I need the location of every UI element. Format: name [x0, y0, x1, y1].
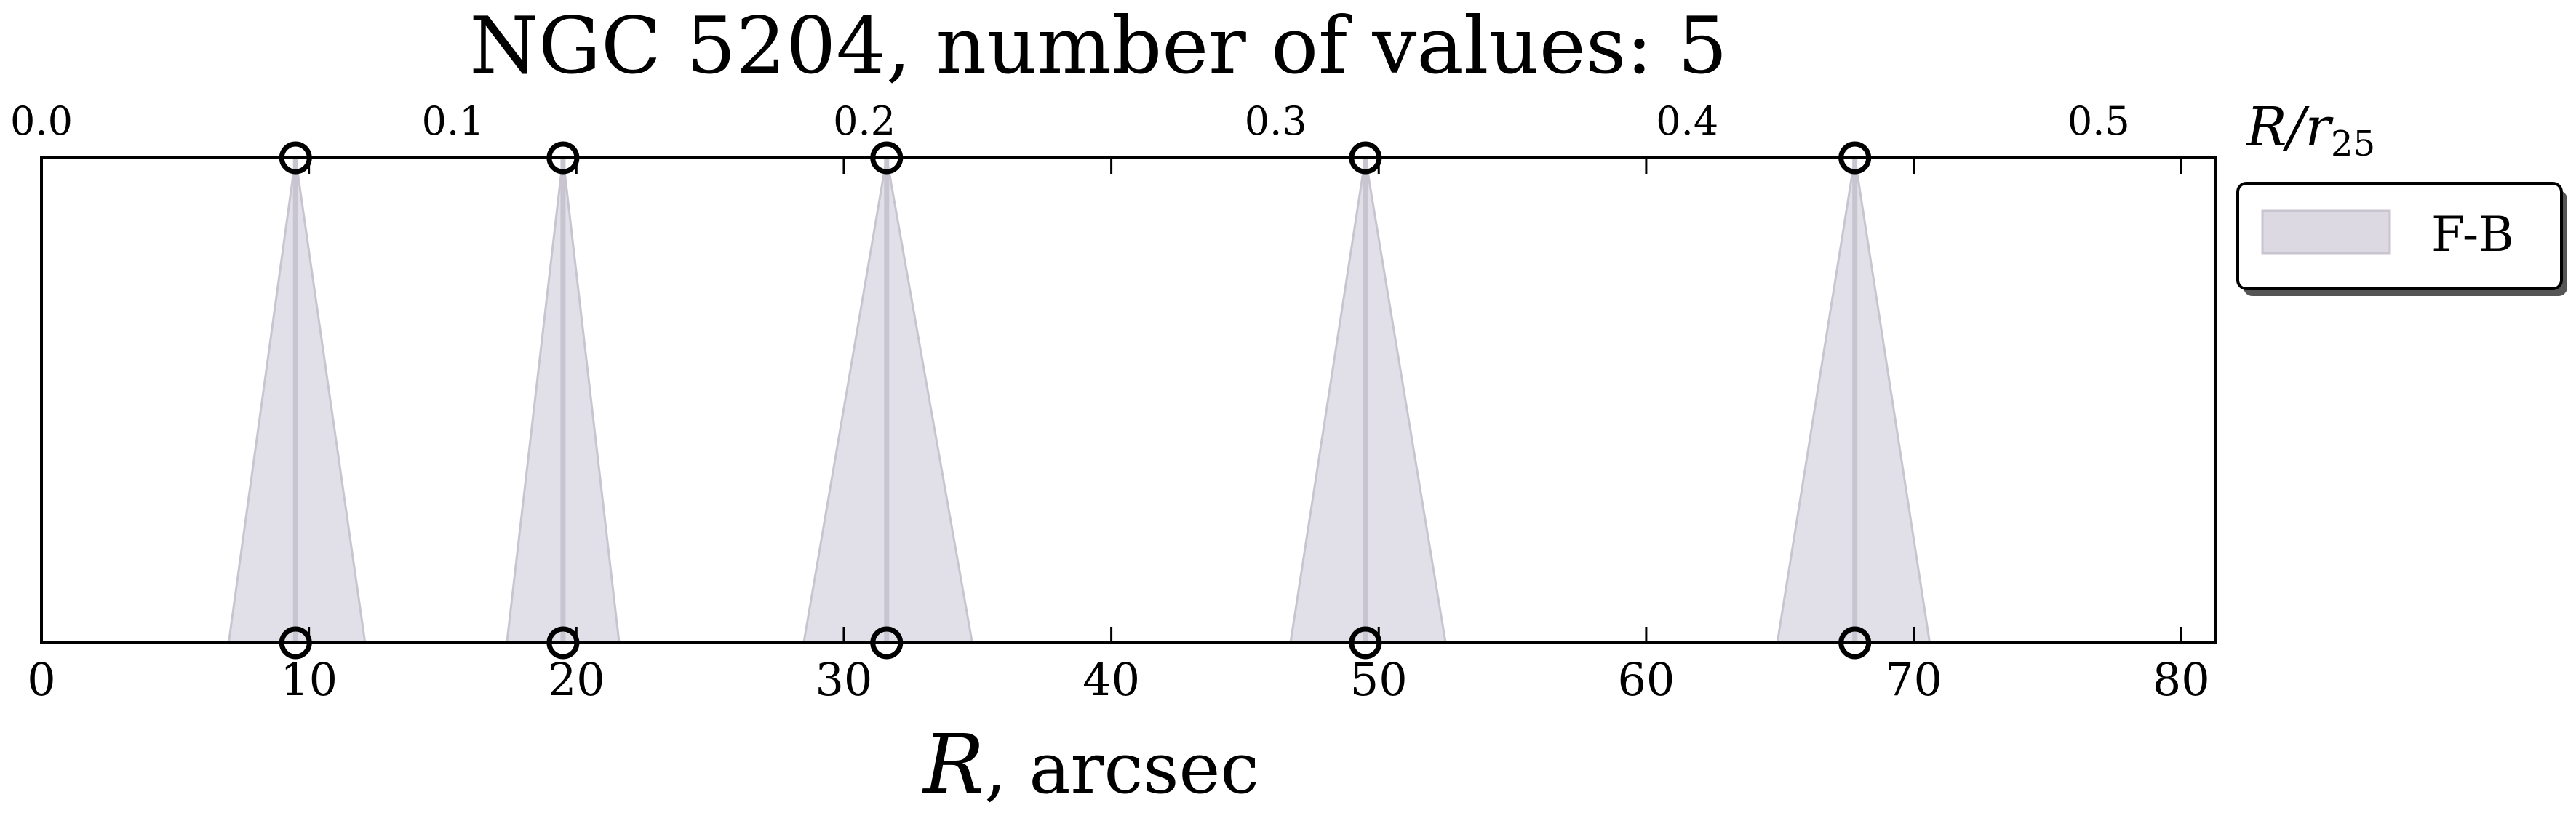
legend: F-B — [2236, 182, 2567, 296]
data-point-4-top — [1349, 141, 1382, 175]
x-tick-label-50: 50 — [1350, 653, 1408, 706]
top-tick-label-1: 0.1 — [422, 98, 485, 144]
top-tick-label-4: 0.4 — [1656, 98, 1718, 144]
x-tick-label-30: 30 — [815, 653, 872, 706]
legend-box — [2236, 182, 2563, 290]
data-point-1-bottom — [279, 626, 312, 660]
plot-frame — [40, 156, 2217, 644]
chart-title: NGC 5204, number of values: 5 — [469, 1, 1727, 92]
x-tick-label-80: 80 — [2153, 653, 2210, 706]
x-tick-label-70: 70 — [1885, 653, 1942, 706]
top-axis-label: R/r25 — [2245, 96, 2375, 164]
bands-layer — [227, 157, 1931, 644]
data-point-5-top — [1838, 141, 1872, 175]
top-axis-label-subscript: 25 — [2331, 124, 2375, 164]
top-tick-label-0: 0.0 — [10, 98, 73, 144]
x-axis-label: R, arcsec — [922, 718, 1259, 812]
x-tick-label-60: 60 — [1617, 653, 1675, 706]
top-tick-label-5: 0.5 — [2067, 98, 2130, 144]
data-point-2-top — [546, 141, 580, 175]
x-tick-label-40: 40 — [1082, 653, 1140, 706]
data-point-4-bottom — [1349, 626, 1382, 660]
x-axis-label-unit: , arcsec — [984, 728, 1259, 809]
x-axis-label-symbol: R — [922, 718, 984, 812]
data-point-1-top — [279, 141, 312, 175]
error-band-4 — [1289, 157, 1447, 644]
x-tick-label-20: 20 — [548, 653, 605, 706]
legend-swatch — [2261, 209, 2391, 255]
top-tick-label-3: 0.3 — [1245, 98, 1307, 144]
top-tick-label-2: 0.2 — [833, 98, 896, 144]
data-point-5-bottom — [1838, 626, 1872, 660]
x-tick-label-10: 10 — [280, 653, 338, 706]
top-axis-label-symbol: R/r — [2245, 96, 2334, 159]
top-ticks: 0.0 0.1 0.2 0.3 0.4 0.5 — [10, 98, 2130, 144]
data-point-2-bottom — [546, 626, 580, 660]
x-tick-label-0: 0 — [27, 653, 55, 706]
data-point-3-bottom — [870, 626, 904, 660]
data-point-3-top — [870, 141, 904, 175]
markers-layer — [279, 141, 1872, 660]
legend-entry-label: F-B — [2431, 207, 2514, 263]
bottom-ticks: 0 10 20 30 40 50 60 70 80 — [27, 158, 2210, 706]
